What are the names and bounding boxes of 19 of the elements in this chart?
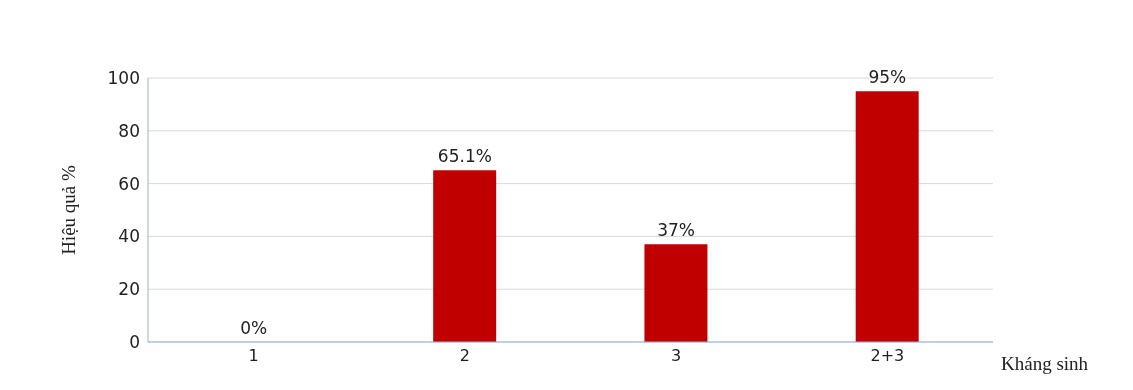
y-tick-label: 0 — [129, 332, 140, 353]
data-label: 37% — [657, 220, 696, 241]
y-tick-label: 20 — [118, 279, 140, 300]
bar — [433, 170, 497, 342]
x-tick-label: 3 — [671, 346, 682, 366]
data-label: 0% — [240, 318, 268, 338]
data-label: 95% — [868, 67, 907, 88]
x-tick-label: 1 — [248, 346, 259, 366]
data-label: 65.1% — [437, 146, 492, 167]
x-axis-title: Kháng sinh — [1001, 353, 1089, 374]
bar — [855, 91, 919, 342]
y-tick-label: 100 — [107, 68, 140, 89]
x-tick-label: 2+3 — [870, 346, 905, 366]
y-tick-label: 60 — [118, 173, 140, 194]
y-tick-label: 80 — [118, 120, 140, 141]
y-tick-label: 40 — [118, 226, 140, 247]
y-axis-title: Hiệu quả % — [57, 164, 79, 255]
bar — [644, 244, 708, 342]
x-tick-label: 2 — [459, 346, 470, 366]
